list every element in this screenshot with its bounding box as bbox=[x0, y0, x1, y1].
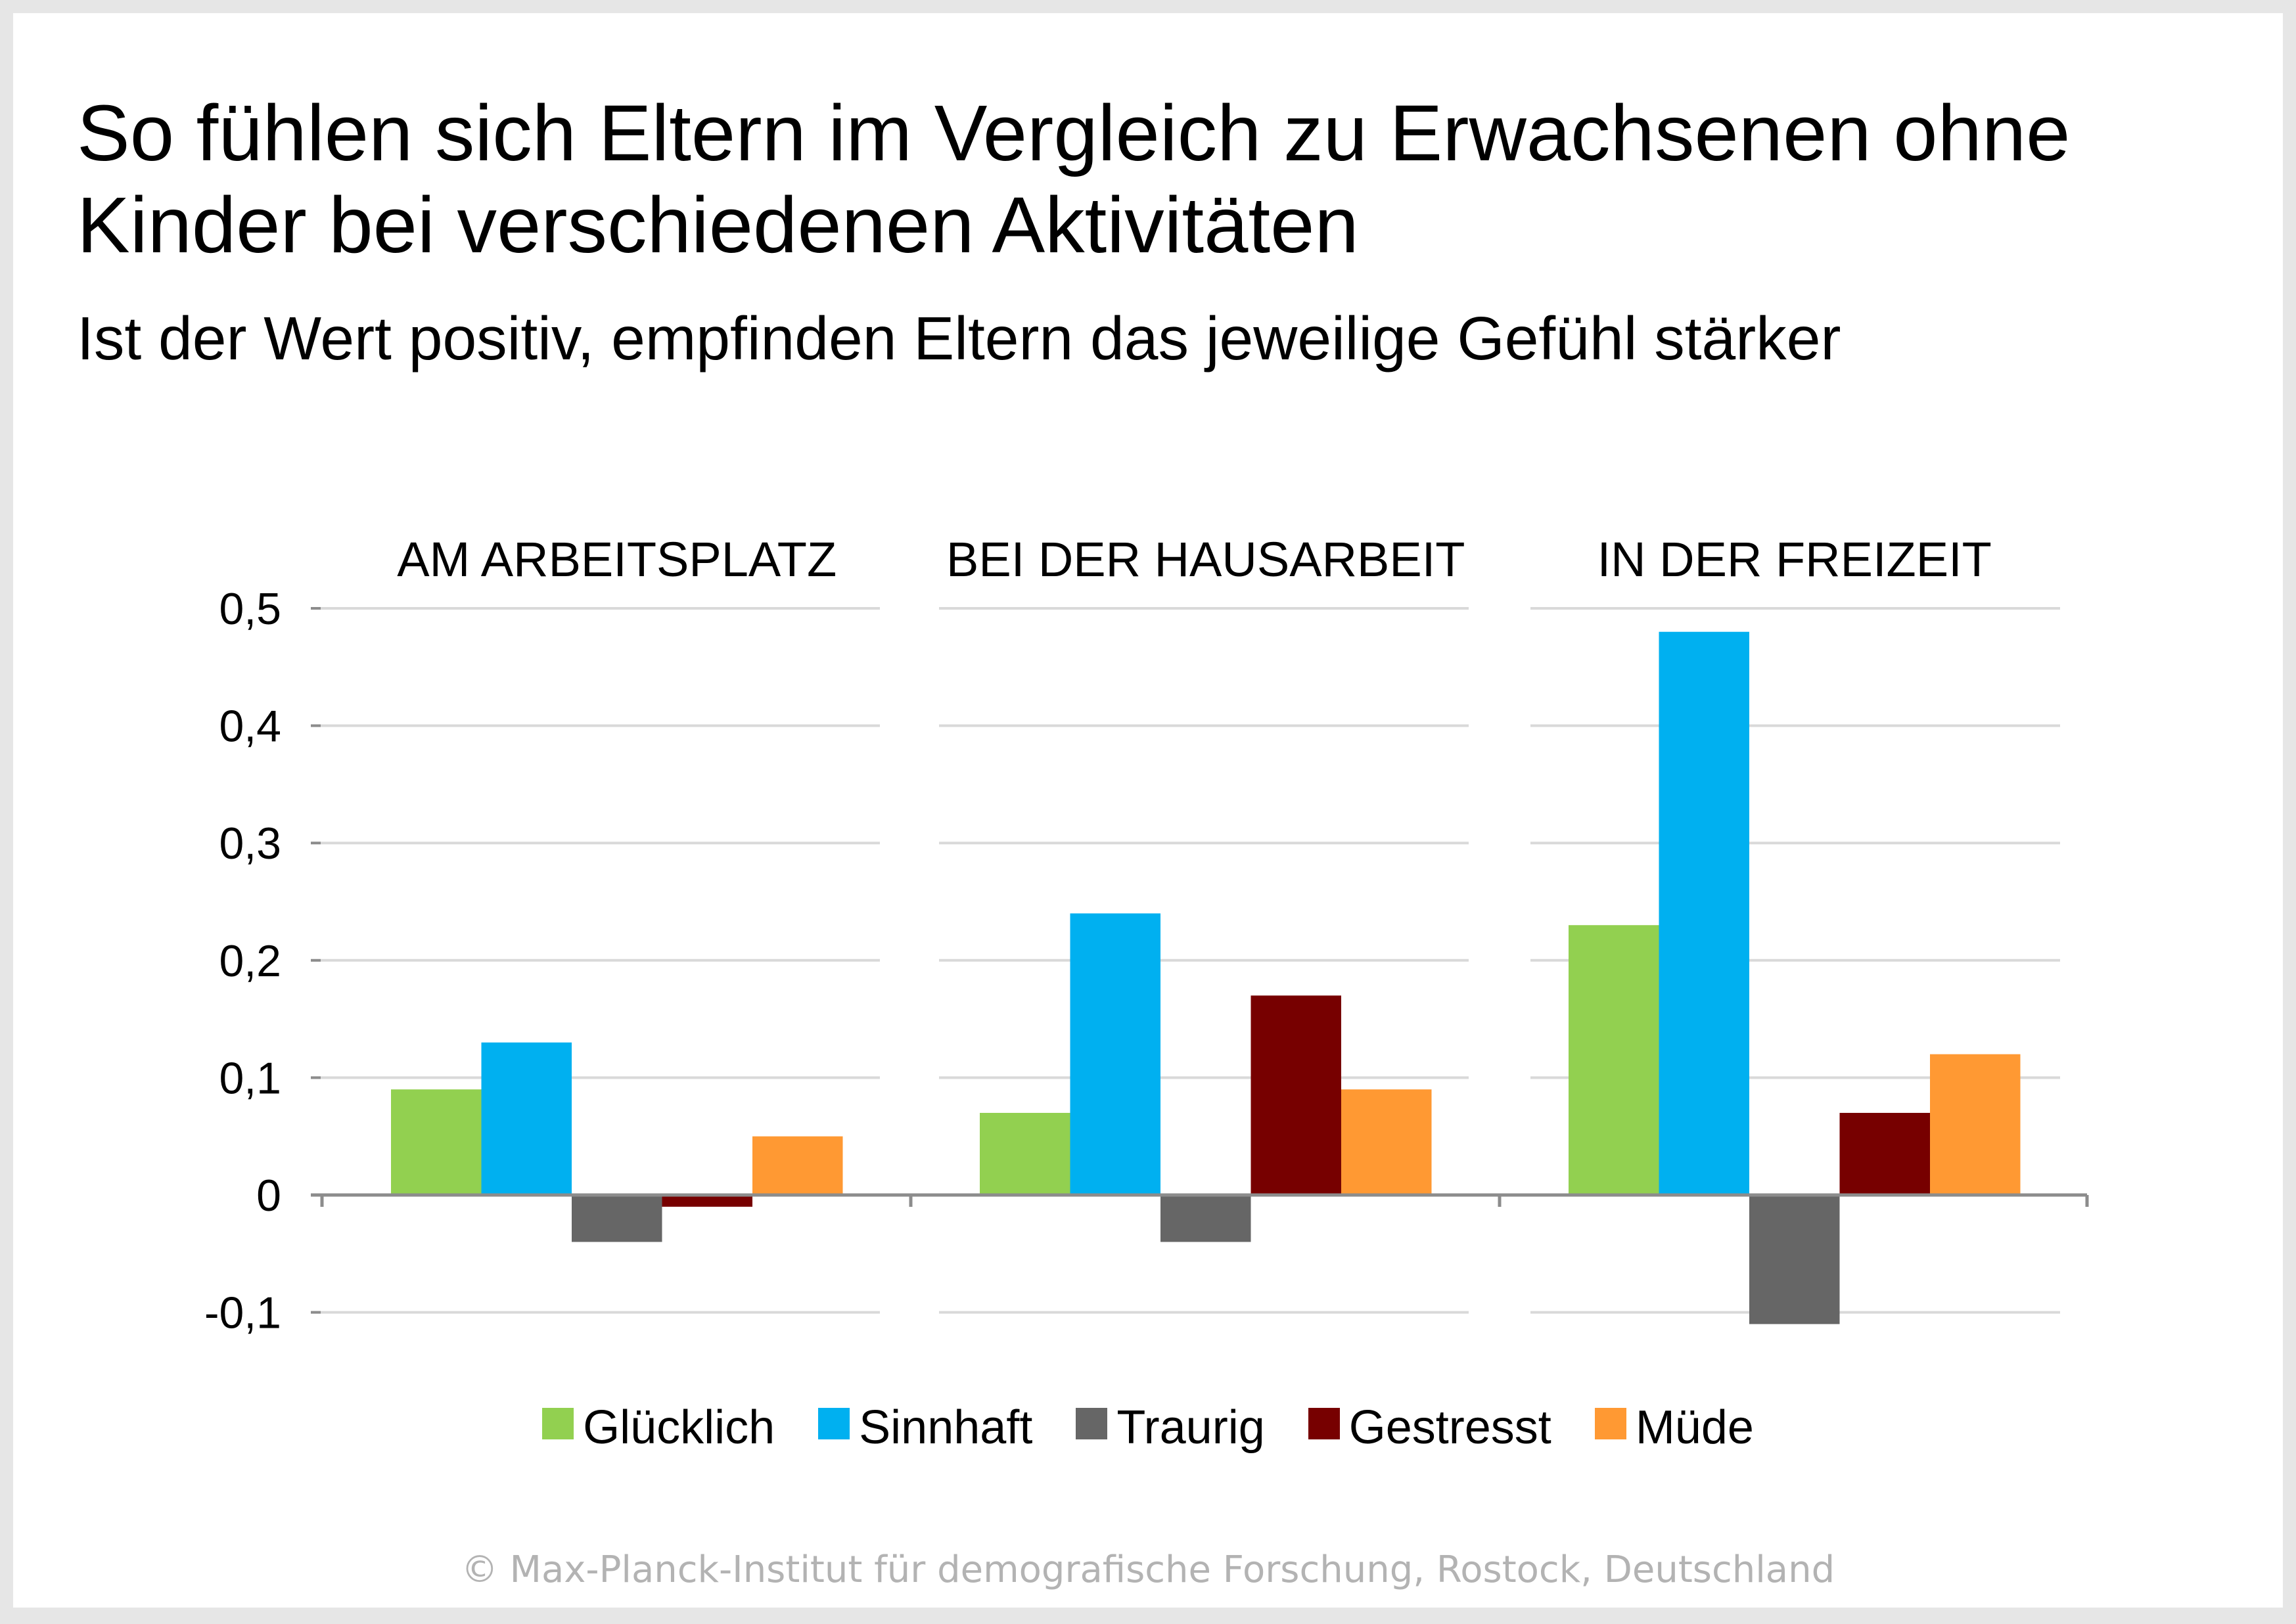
legend-label: Gestresst bbox=[1348, 1401, 1551, 1454]
legend-label: Traurig bbox=[1116, 1401, 1265, 1454]
category-header: AM ARBEITSPLATZ bbox=[397, 532, 837, 587]
legend-label: Müde bbox=[1635, 1401, 1754, 1454]
bar-gestresst bbox=[662, 1195, 752, 1207]
y-tick-label: 0,1 bbox=[219, 1053, 281, 1103]
bar-gluecklich bbox=[980, 1112, 1070, 1195]
legend-item: Sinnhaft bbox=[818, 1398, 1032, 1457]
copyright-footer: © Max-Planck-Institut für demografische … bbox=[461, 1548, 1835, 1591]
chart-title: So fühlen sich Eltern im Vergleich zu Er… bbox=[77, 87, 2070, 271]
category-header: IN DER FREIZEIT bbox=[1597, 532, 1992, 587]
bar-sinnhaft bbox=[481, 1042, 572, 1195]
category-header: BEI DER HAUSARBEIT bbox=[946, 532, 1465, 587]
bar-muede bbox=[752, 1136, 843, 1195]
bar-sinnhaft bbox=[1659, 631, 1749, 1195]
chart-title-line-1: So fühlen sich Eltern im Vergleich zu Er… bbox=[77, 88, 2071, 177]
legend-item: Müde bbox=[1594, 1398, 1754, 1457]
legend-swatch bbox=[1076, 1408, 1108, 1439]
y-tick-label: 0 bbox=[256, 1171, 281, 1221]
y-tick-label: -0,1 bbox=[204, 1288, 281, 1338]
bar-gestresst bbox=[1251, 995, 1341, 1195]
bar-traurig bbox=[1749, 1195, 1840, 1324]
chart-subtitle: Ist der Wert positiv, empfinden Eltern d… bbox=[77, 304, 1841, 372]
chart-title-line-2: Kinder bei verschiedenen Aktivitäten bbox=[77, 180, 1359, 269]
bar-traurig bbox=[1160, 1195, 1251, 1242]
y-tick-label: 0,2 bbox=[219, 936, 281, 986]
bar-muede bbox=[1341, 1089, 1432, 1195]
legend-label: Glücklich bbox=[583, 1401, 775, 1454]
legend-swatch bbox=[542, 1408, 574, 1439]
bar-gestresst bbox=[1839, 1112, 1930, 1195]
legend: Glücklich Sinnhaft Traurig Gestresst Müde bbox=[13, 1398, 2283, 1457]
bar-muede bbox=[1930, 1054, 2021, 1195]
legend-swatch bbox=[1308, 1408, 1340, 1439]
bar-chart: -0,1 0 0,1 0,2 0,3 0,4 0,5 AM ARBEITSPLATZ BEI D… bbox=[204, 532, 2089, 1338]
y-tick-label: 0,4 bbox=[219, 702, 281, 752]
y-tick-label: 0,5 bbox=[219, 584, 281, 634]
y-tick-label: 0,3 bbox=[219, 819, 281, 868]
bar-gluecklich bbox=[391, 1089, 482, 1195]
bar-gluecklich bbox=[1569, 925, 1659, 1195]
legend-item: Gestresst bbox=[1308, 1398, 1551, 1457]
legend-swatch bbox=[818, 1408, 850, 1439]
bar-traurig bbox=[572, 1195, 662, 1242]
legend-label: Sinnhaft bbox=[859, 1401, 1033, 1454]
bar-sinnhaft bbox=[1070, 913, 1160, 1195]
legend-swatch bbox=[1594, 1408, 1626, 1439]
legend-item: Traurig bbox=[1076, 1398, 1265, 1457]
legend-item: Glücklich bbox=[542, 1398, 775, 1457]
chart-card: So fühlen sich Eltern im Vergleich zu Er… bbox=[13, 13, 2283, 1608]
